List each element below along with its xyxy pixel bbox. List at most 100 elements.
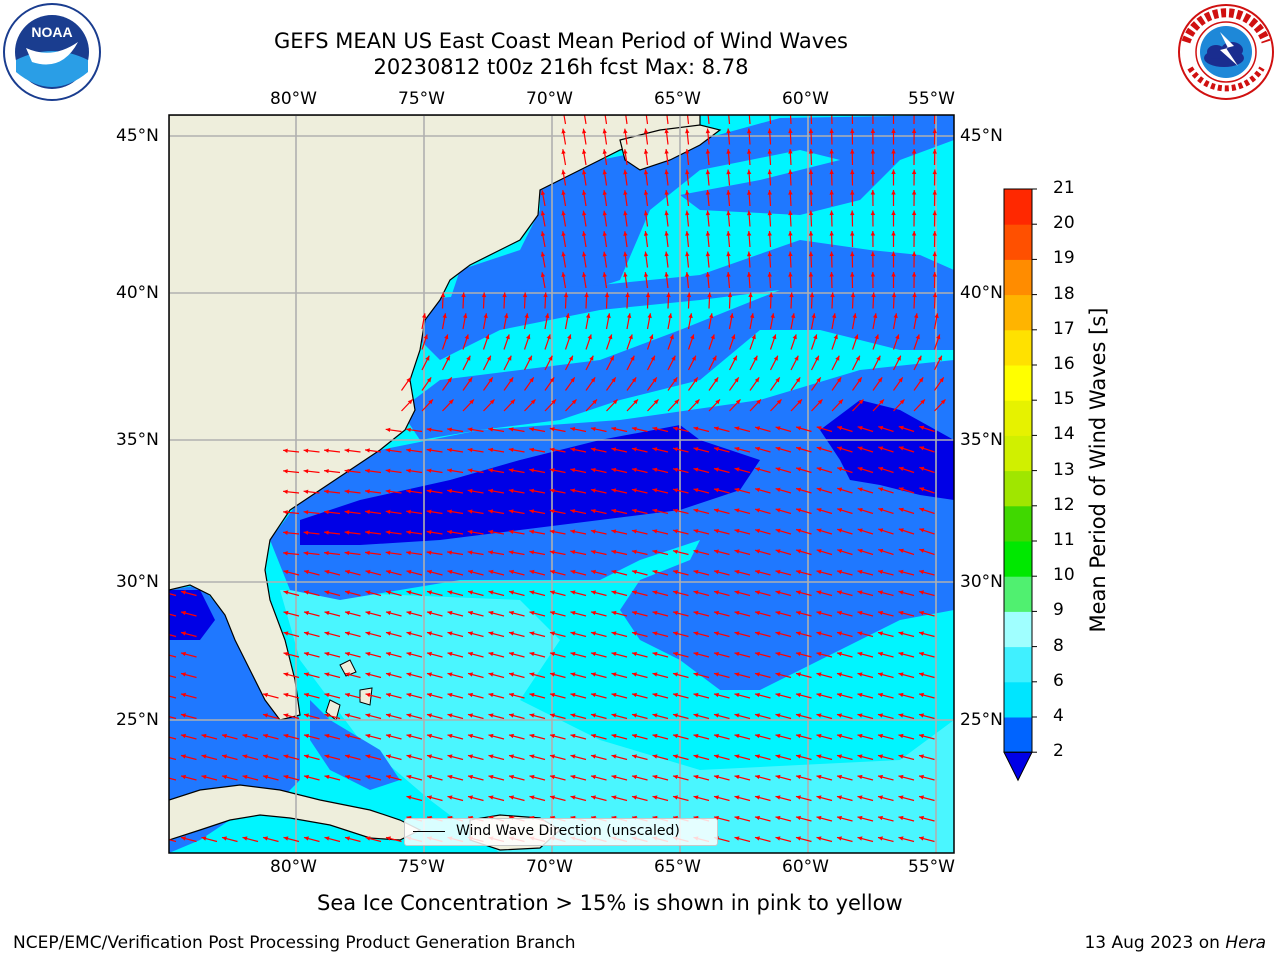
- wave-arrow-head: [488, 672, 494, 677]
- wave-arrow-head: [447, 713, 453, 718]
- footer-branch: NCEP/EMC/Verification Post Processing Pr…: [13, 933, 576, 953]
- wave-arrow-head: [652, 651, 658, 657]
- wave-arrow-head: [898, 610, 904, 616]
- wave-arrow-head: [714, 733, 719, 739]
- wave-arrow-shaft: [169, 654, 177, 658]
- wave-arrow-head: [365, 530, 370, 535]
- wave-arrow-head: [582, 108, 586, 113]
- wave-arrow-head: [652, 377, 657, 383]
- wave-arrow-head: [714, 426, 719, 431]
- wave-arrow-head: [365, 631, 371, 636]
- wave-arrow-head: [468, 774, 473, 780]
- wave-arrow-head: [344, 550, 350, 556]
- wave-arrow-head: [808, 251, 814, 257]
- wave-arrow-head: [592, 399, 597, 405]
- lat-label-left-45n: 45°N: [116, 126, 159, 146]
- wave-arrow-head: [816, 377, 821, 383]
- wave-arrow-head: [857, 467, 863, 472]
- wave-arrow-head: [602, 231, 607, 236]
- wave-arrow-head: [633, 399, 638, 405]
- wave-arrow-head: [673, 529, 678, 534]
- wave-arrow-head: [589, 355, 594, 361]
- wave-arrow-head: [406, 610, 412, 616]
- wave-arrow-head: [608, 334, 613, 340]
- wave-arrow-head: [788, 149, 793, 154]
- wave-arrow-head: [829, 251, 834, 257]
- colorbar-tick-label: 2: [1053, 741, 1064, 762]
- wave-arrow-head: [643, 190, 649, 195]
- wave-arrow-head: [796, 487, 802, 492]
- wave-arrow-head: [529, 468, 535, 473]
- wave-arrow-head: [898, 836, 904, 841]
- wave-arrow-head: [324, 448, 329, 453]
- wave-arrow-head: [775, 631, 781, 636]
- wave-arrow-head: [673, 549, 678, 554]
- wave-arrow-head: [770, 313, 775, 319]
- colorbar-segment: [1004, 646, 1032, 683]
- wave-arrow-head: [365, 713, 371, 718]
- wave-arrow-head: [570, 377, 575, 383]
- wave-arrow-head: [775, 467, 781, 472]
- wave-arrow-head: [304, 651, 309, 657]
- colorbar-tick-label: 20: [1053, 213, 1075, 234]
- wave-arrow-head: [898, 425, 904, 430]
- wave-arrow-head: [324, 569, 330, 575]
- wave-arrow-head: [672, 377, 678, 383]
- wave-arrow-head: [816, 651, 822, 657]
- wave-arrow-head: [750, 313, 755, 319]
- wave-arrow-head: [808, 128, 814, 134]
- wave-arrow-head: [850, 169, 855, 175]
- wave-arrow-head: [345, 569, 350, 575]
- wave-arrow-head: [830, 108, 834, 113]
- wave-arrow-head: [898, 651, 904, 657]
- wave-arrow-head: [502, 292, 507, 298]
- wave-arrow-head: [386, 590, 391, 595]
- wave-arrow-head: [423, 334, 428, 340]
- wave-arrow-head: [582, 149, 587, 154]
- wave-arrow-head: [365, 836, 371, 841]
- wave-arrow-head: [673, 692, 678, 698]
- wave-arrow-head: [540, 231, 546, 237]
- wave-arrow-head: [714, 795, 719, 800]
- wave-arrow-head: [788, 190, 793, 195]
- wave-arrow-head: [324, 469, 329, 474]
- wave-arrow-head: [729, 313, 734, 319]
- wave-arrow-head: [386, 651, 391, 657]
- wave-arrow-head: [796, 692, 801, 698]
- wave-arrow-head: [816, 672, 822, 677]
- wave-arrow-head: [919, 692, 924, 698]
- map-legend: Wind Wave Direction (unscaled): [404, 818, 718, 846]
- wave-arrow-head: [549, 550, 555, 555]
- wave-arrow-head: [643, 272, 649, 277]
- wave-arrow-head: [734, 487, 740, 493]
- wave-arrow-head: [857, 774, 863, 780]
- wave-arrow-head: [550, 795, 555, 800]
- wave-arrow-head: [850, 210, 855, 216]
- wave-arrow-head: [726, 251, 731, 257]
- wave-arrow-head: [693, 488, 699, 493]
- map-frame: [168, 114, 955, 854]
- wave-arrow-shaft: [625, 115, 628, 125]
- wave-arrow-head: [767, 272, 772, 277]
- wave-arrow-head: [283, 713, 289, 718]
- wave-arrow-head: [796, 467, 802, 472]
- wave-arrow-head: [549, 427, 555, 432]
- wave-arrow-head: [693, 795, 699, 800]
- colorbar-segment: [1004, 470, 1032, 507]
- wave-arrow-head: [891, 231, 896, 236]
- wave-arrow-head: [591, 774, 596, 780]
- wave-arrow-head: [878, 651, 883, 657]
- wave-arrow-head: [747, 210, 752, 216]
- wave-arrow-head: [488, 692, 494, 698]
- wave-arrow-head: [664, 169, 669, 175]
- wave-arrow-head: [488, 795, 494, 800]
- wave-arrow-head: [808, 272, 814, 277]
- wave-arrow-head: [242, 836, 248, 841]
- colorbar-tick-label: 9: [1053, 600, 1064, 621]
- wave-arrow-head: [893, 313, 898, 319]
- wave-arrow-head: [915, 334, 920, 340]
- wave-arrow-head: [529, 795, 535, 800]
- wave-arrow-head: [545, 313, 550, 319]
- wave-arrow-head: [811, 313, 816, 319]
- wave-arrow-head: [870, 251, 876, 256]
